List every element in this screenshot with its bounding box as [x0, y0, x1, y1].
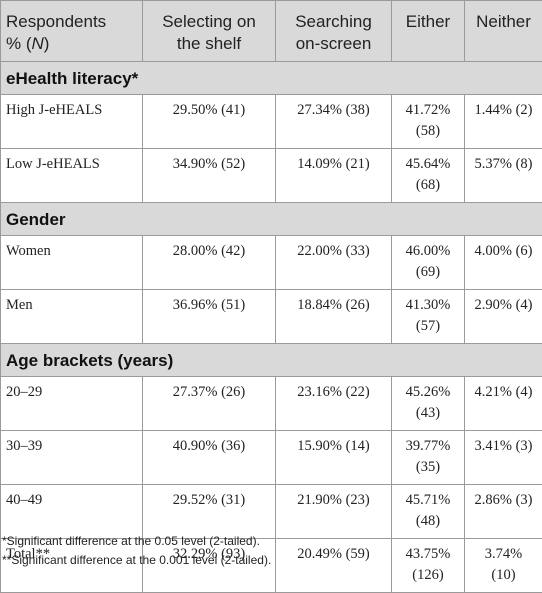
cell-either: 45.64% (68)	[392, 149, 465, 203]
table-row: Men 36.96% (51) 18.84% (26) 41.30% (57) 2…	[1, 290, 542, 344]
header-respondents-line1: Respondents	[6, 12, 106, 31]
cell-neither: 3.74% (10)	[465, 539, 542, 593]
header-respondents: Respondents % (N)	[1, 1, 143, 62]
cell-either-pct: 45.26%	[406, 384, 451, 400]
section-row-ehealth: eHealth literacy*	[1, 62, 542, 95]
header-respondents-pct: % (	[6, 34, 32, 53]
cell-neither: 4.00% (6)	[465, 236, 542, 290]
cell-selecting: 29.50% (41)	[143, 95, 276, 149]
cell-either-pct: 43.75%	[406, 546, 451, 562]
table-row: Women 28.00% (42) 22.00% (33) 46.00% (69)…	[1, 236, 542, 290]
cell-either: 45.26% (43)	[392, 377, 465, 431]
header-respondents-n: N	[32, 34, 44, 53]
cell-either-n: (58)	[416, 123, 440, 139]
cell-selecting: 27.37% (26)	[143, 377, 276, 431]
cell-neither: 5.37% (8)	[465, 149, 542, 203]
row-label: Low J-eHEALS	[1, 149, 143, 203]
cell-either-n: (126)	[412, 567, 443, 583]
cell-neither: 2.86% (3)	[465, 485, 542, 539]
cell-either: 46.00% (69)	[392, 236, 465, 290]
header-selecting-shelf: Selecting on the shelf	[143, 1, 276, 62]
row-label: 40–49	[1, 485, 143, 539]
section-title: Gender	[1, 203, 542, 236]
header-searching-onscreen: Searching on-screen	[276, 1, 392, 62]
cell-either: 41.30% (57)	[392, 290, 465, 344]
cell-neither-pct: 3.74%	[485, 546, 522, 562]
header-either: Either	[392, 1, 465, 62]
table-footnotes: *Significant difference at the 0.05 leve…	[2, 532, 271, 570]
cell-either-pct: 45.64%	[406, 156, 451, 172]
cell-selecting: 34.90% (52)	[143, 149, 276, 203]
cell-either-pct: 45.71%	[406, 492, 451, 508]
cell-searching: 21.90% (23)	[276, 485, 392, 539]
cell-either-n: (69)	[416, 264, 440, 280]
cell-selecting: 36.96% (51)	[143, 290, 276, 344]
cell-searching: 23.16% (22)	[276, 377, 392, 431]
cell-either-pct: 41.72%	[406, 102, 451, 118]
header-row: Respondents % (N) Selecting on the shelf…	[1, 1, 542, 62]
table-row: 30–39 40.90% (36) 15.90% (14) 39.77% (35)…	[1, 431, 542, 485]
cell-searching: 20.49% (59)	[276, 539, 392, 593]
cell-searching: 22.00% (33)	[276, 236, 392, 290]
cell-neither: 1.44% (2)	[465, 95, 542, 149]
table-row: 40–49 29.52% (31) 21.90% (23) 45.71% (48)…	[1, 485, 542, 539]
cell-either-n: (68)	[416, 177, 440, 193]
table-row: Low J-eHEALS 34.90% (52) 14.09% (21) 45.…	[1, 149, 542, 203]
cell-selecting: 28.00% (42)	[143, 236, 276, 290]
row-label: 30–39	[1, 431, 143, 485]
cell-either: 45.71% (48)	[392, 485, 465, 539]
footnote: *Significant difference at the 0.05 leve…	[2, 532, 271, 551]
cell-neither: 4.21% (4)	[465, 377, 542, 431]
cell-searching: 27.34% (38)	[276, 95, 392, 149]
cell-selecting: 40.90% (36)	[143, 431, 276, 485]
table-row: 20–29 27.37% (26) 23.16% (22) 45.26% (43)…	[1, 377, 542, 431]
table-row: High J-eHEALS 29.50% (41) 27.34% (38) 41…	[1, 95, 542, 149]
header-respondents-close: )	[44, 34, 50, 53]
cell-either-pct: 41.30%	[406, 297, 451, 313]
row-label: Men	[1, 290, 143, 344]
cell-either-n: (48)	[416, 513, 440, 529]
section-row-age: Age brackets (years)	[1, 344, 542, 377]
section-title: eHealth literacy*	[1, 62, 542, 95]
cell-either-pct: 39.77%	[406, 438, 451, 454]
cell-selecting: 29.52% (31)	[143, 485, 276, 539]
section-title: Age brackets (years)	[1, 344, 542, 377]
section-row-gender: Gender	[1, 203, 542, 236]
cell-neither: 3.41% (3)	[465, 431, 542, 485]
cell-searching: 15.90% (14)	[276, 431, 392, 485]
cell-either: 43.75% (126)	[392, 539, 465, 593]
cell-either-pct: 46.00%	[406, 243, 451, 259]
row-label: 20–29	[1, 377, 143, 431]
cell-neither: 2.90% (4)	[465, 290, 542, 344]
row-label: Women	[1, 236, 143, 290]
header-neither: Neither	[465, 1, 542, 62]
cell-either-n: (35)	[416, 459, 440, 475]
cell-searching: 14.09% (21)	[276, 149, 392, 203]
row-label: High J-eHEALS	[1, 95, 143, 149]
cell-either-n: (57)	[416, 318, 440, 334]
footnote: **Significant difference at the 0.001 le…	[2, 551, 271, 570]
cell-searching: 18.84% (26)	[276, 290, 392, 344]
cell-either: 39.77% (35)	[392, 431, 465, 485]
cell-neither-n: (10)	[491, 567, 515, 583]
cell-either-n: (43)	[416, 405, 440, 421]
cell-either: 41.72% (58)	[392, 95, 465, 149]
